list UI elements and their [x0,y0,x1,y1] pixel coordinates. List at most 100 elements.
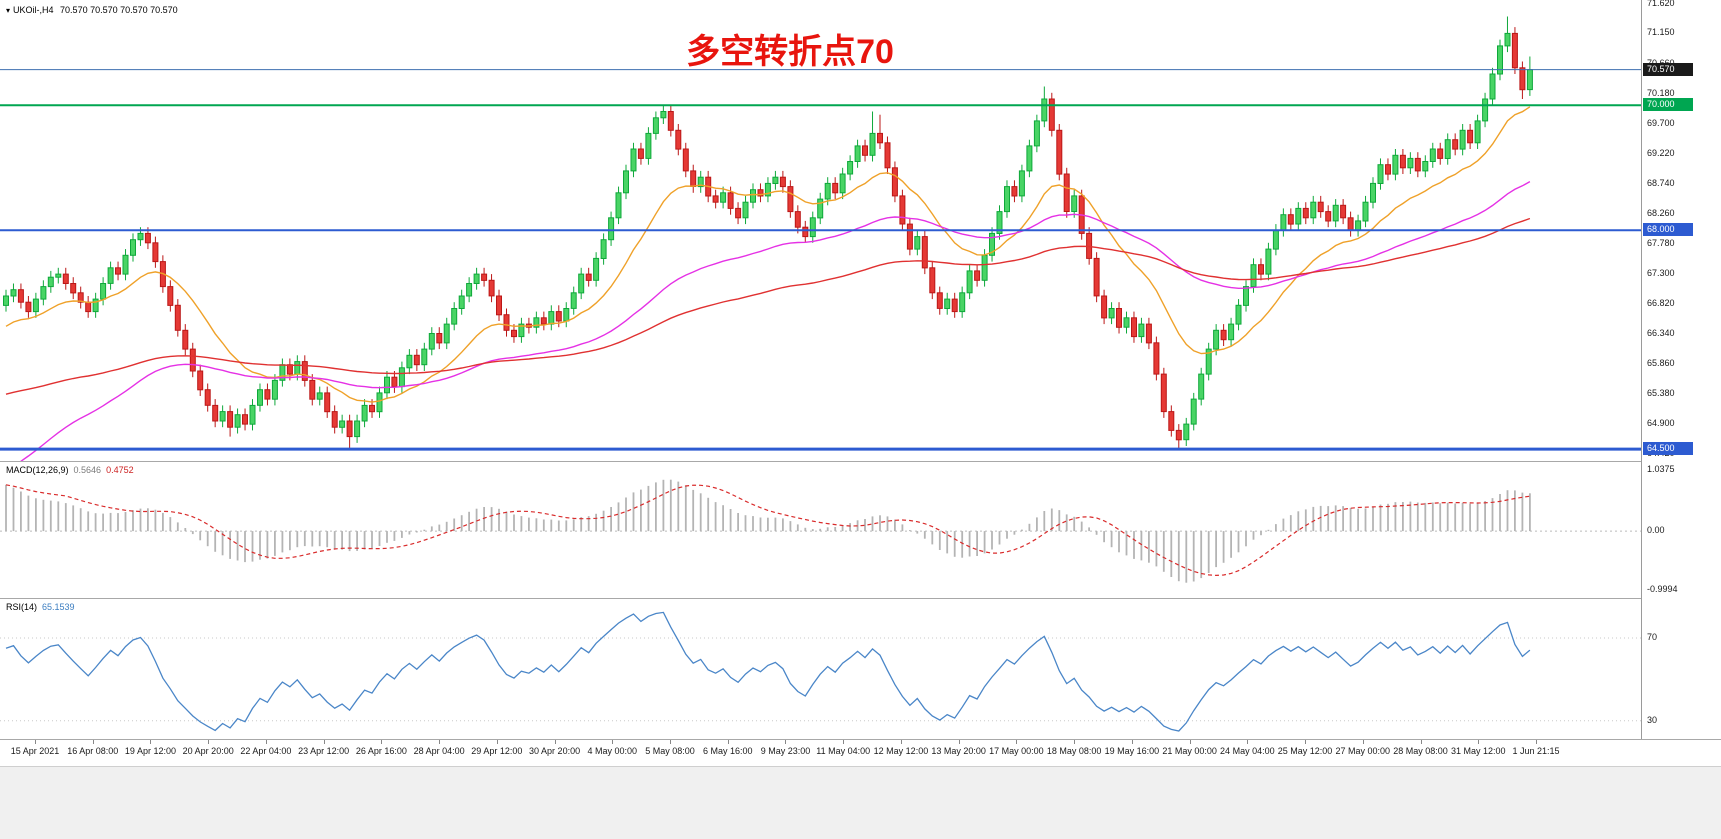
time-axis-label: 15 Apr 2021 [10,746,60,756]
time-axis-tick [785,740,787,744]
price-axis-label: 67.300 [1647,268,1675,278]
ma-medium-line [20,180,1531,461]
time-axis-tick [150,740,152,744]
time-axis-tick [1420,740,1422,744]
price-axis-label: 71.620 [1647,0,1675,8]
time-axis-label: 9 May 23:00 [760,746,811,756]
annotation-text: 多空转折点70 [686,33,894,71]
time-axis-tick [208,740,210,744]
time-axis-tick [1074,740,1076,744]
time-axis-tick [554,740,556,744]
time-axis-tick [1362,740,1364,744]
price-level-badge: 64.500 [1643,442,1693,455]
rsi-panel[interactable] [0,599,1641,739]
rsi-label-row: RSI(14) 65.1539 [6,602,80,612]
price-axis-label: 68.260 [1647,208,1675,218]
time-axis-tick [35,740,36,744]
bottom-margin [0,766,1721,839]
time-axis-label: 30 Apr 20:00 [529,746,581,756]
time-axis-tick [843,740,845,744]
panel-separator[interactable] [0,598,1721,599]
price-axis-label: 69.220 [1647,148,1675,158]
price-axis-label: 65.380 [1647,388,1675,398]
symbol-header: ▾ UKOil-,H4 70.570 70.570 70.570 70.570 [6,5,182,15]
time-axis-label: 11 May 04:00 [816,746,871,756]
time-axis-label: 23 Apr 12:00 [298,746,350,756]
macd-label: MACD(12,26,9) [6,465,69,475]
price-axis-label: 66.820 [1647,298,1675,308]
time-axis-tick [1247,740,1249,744]
time-axis-tick [1535,740,1537,744]
axis-border [1641,0,1642,739]
macd-histogram [5,479,1531,583]
macd-panel[interactable] [0,462,1641,598]
time-axis-label: 19 May 16:00 [1104,746,1160,756]
time-axis-label: 4 May 00:00 [587,746,638,756]
price-axis-label: 67.780 [1647,238,1675,248]
time-axis-label: 20 Apr 20:00 [182,746,234,756]
macd-axis-label: 0.00 [1647,525,1665,535]
time-axis-label: 13 May 20:00 [931,746,986,756]
time-axis-tick [92,740,94,744]
time-axis-label: 29 Apr 12:00 [471,746,523,756]
time-axis-tick [1016,740,1018,744]
rsi-label: RSI(14) [6,602,38,612]
time-axis-label: 22 Apr 04:00 [240,746,292,756]
time-axis-label: 6 May 16:00 [702,746,753,756]
price-level-badge: 70.000 [1643,98,1693,111]
time-axis-tick [323,740,325,744]
time-axis-tick [1189,740,1191,744]
macd-signal-value: 0.4752 [106,465,134,475]
time-axis-tick [670,740,672,744]
ohlc-values: 70.570 70.570 70.570 70.570 [60,5,178,15]
time-axis-label: 28 Apr 04:00 [413,746,465,756]
time-axis-label: 21 May 00:00 [1162,746,1217,756]
time-axis-label: 12 May 12:00 [873,746,929,756]
symbol-label: UKOil-,H4 [13,5,54,15]
ma-slow-line [5,217,1531,395]
time-axis-tick [958,740,960,744]
time-axis-label: 28 May 08:00 [1393,746,1448,756]
time-axis-tick [265,740,267,744]
quick-trade-toggle-icon[interactable]: ▾ [6,6,11,15]
rsi-value: 65.1539 [42,602,75,612]
time-axis-tick [612,740,614,744]
time-axis[interactable]: 15 Apr 2021 16 Apr 08:00 19 Apr 12:00 20 Ap… [0,740,1721,766]
candlestick-chart[interactable] [0,0,1641,461]
time-axis-label: 31 May 12:00 [1450,746,1506,756]
time-axis-label: 24 May 04:00 [1220,746,1275,756]
price-axis-label: 69.700 [1647,118,1675,128]
candles-layer [3,16,1533,451]
time-axis-tick [496,740,498,744]
time-axis-tick [381,740,383,744]
time-axis-label: 1 Jun 21:15 [1512,746,1560,756]
panel-separator[interactable] [0,739,1721,740]
macd-label-row: MACD(12,26,9) 0.5646 0.4752 [6,465,139,475]
price-axis-label: 71.150 [1647,27,1675,37]
macd-axis-label: 1.0375 [1647,464,1675,474]
time-axis-tick [1305,740,1307,744]
price-level-badge: 68.000 [1643,223,1693,236]
time-axis-tick [439,740,441,744]
time-axis-label: 16 Apr 08:00 [67,746,119,756]
panel-separator[interactable] [0,461,1721,462]
time-axis-label: 27 May 00:00 [1335,746,1391,756]
price-axis-label: 65.860 [1647,358,1675,368]
current-price-badge: 70.570 [1643,63,1693,76]
time-axis-label: 17 May 00:00 [989,746,1044,756]
macd-signal-line [5,484,1530,577]
macd-value: 0.5646 [73,465,102,475]
time-axis-label: 25 May 12:00 [1277,746,1333,756]
time-axis-tick [1478,740,1480,744]
time-axis-label: 26 Apr 16:00 [355,746,407,756]
time-axis-tick [1131,740,1133,744]
price-axis[interactable]: 71.62071.15070.66070.18069.70069.22068.7… [1642,0,1721,739]
price-axis-label: 64.900 [1647,418,1675,428]
time-axis-label: 18 May 08:00 [1046,746,1102,756]
rsi-line [5,611,1531,732]
rsi-axis-label: 70 [1647,632,1658,642]
price-axis-label: 66.340 [1647,328,1675,338]
time-axis-tick [900,740,902,744]
rsi-axis-label: 30 [1647,715,1658,725]
